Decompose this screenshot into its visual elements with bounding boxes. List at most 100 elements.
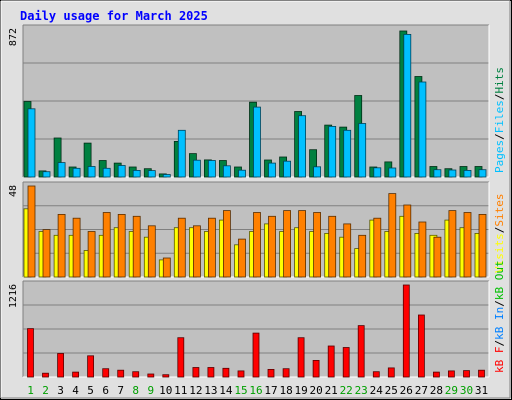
bar-kb-f-day-22 <box>342 347 350 378</box>
bar-kb-f-day-4 <box>72 371 79 378</box>
bar-kb-f-day-14 <box>222 367 230 378</box>
bar-kb-f-day-12 <box>192 367 200 378</box>
bar-sites-day-5 <box>87 231 96 278</box>
bar-kb-f-day-28 <box>432 371 440 378</box>
tick-label-day-10: 10 <box>159 384 172 397</box>
bar-files-day-15 <box>238 169 246 178</box>
bar-files-day-22 <box>343 129 352 178</box>
bar-kb-f-day-8 <box>132 371 140 378</box>
bar-kb-f-day-1 <box>27 328 34 378</box>
legend-kbytes: kB F/kB In/kB Out <box>493 260 506 373</box>
legend-hits: Hits <box>493 67 506 94</box>
legend-files: Files <box>493 100 506 133</box>
bar-hits-day-5 <box>83 142 92 178</box>
legend-sites-visits: Visits/Sites <box>493 194 506 274</box>
bar-files-day-23 <box>358 123 367 178</box>
tick-label-day-13: 13 <box>204 384 217 397</box>
y-max-label: 1216 <box>8 284 19 308</box>
bar-kb-f-day-21 <box>327 345 335 378</box>
tick-label-day-28: 28 <box>430 384 443 397</box>
bar-sites-day-14 <box>222 210 231 278</box>
bar-sites-day-10 <box>162 257 171 278</box>
bar-files-day-12 <box>192 159 201 178</box>
bar-kb-f-day-5 <box>87 355 94 378</box>
tick-label-day-21: 21 <box>325 384 338 397</box>
bar-kb-f-day-18 <box>282 368 290 378</box>
bar-sites-day-20 <box>313 212 322 278</box>
tick-label-day-11: 11 <box>174 384 187 397</box>
bar-kb-f-day-26 <box>402 284 410 378</box>
bar-files-day-3 <box>57 162 66 178</box>
bar-kb-f-day-27 <box>417 314 425 378</box>
bar-files-day-7 <box>117 165 126 178</box>
bar-files-day-20 <box>313 166 322 178</box>
bar-files-day-5 <box>87 166 96 178</box>
bar-files-day-30 <box>463 169 472 178</box>
tick-label-day-4: 4 <box>72 384 79 397</box>
legend-kb-in: kB In <box>493 307 506 340</box>
bar-sites-day-29 <box>448 210 457 278</box>
bar-sites-day-3 <box>57 213 66 278</box>
bar-sites-day-23 <box>358 234 367 278</box>
bar-sites-day-13 <box>207 217 216 278</box>
tick-label-day-16: 16 <box>249 384 262 397</box>
bar-files-day-16 <box>253 106 261 178</box>
tick-label-day-30: 30 <box>460 384 473 397</box>
bar-sites-day-9 <box>147 225 156 278</box>
tick-label-day-3: 3 <box>57 384 64 397</box>
bar-sites-day-17 <box>268 215 276 278</box>
legend-pages: Pages <box>493 140 506 173</box>
bar-kb-f-day-3 <box>57 353 64 378</box>
bar-sites-day-18 <box>283 210 292 278</box>
y-max-label: 48 <box>8 185 19 197</box>
legend-separator: / <box>493 340 506 347</box>
tick-label-day-20: 20 <box>309 384 322 397</box>
tick-label-day-24: 24 <box>370 384 384 397</box>
bar-sites-day-28 <box>433 236 442 278</box>
bar-files-day-27 <box>418 81 427 178</box>
bar-sites-day-4 <box>72 217 81 278</box>
bar-sites-day-16 <box>253 212 261 278</box>
tick-label-day-1: 1 <box>27 384 34 397</box>
bar-sites-day-26 <box>403 204 412 278</box>
tick-label-day-29: 29 <box>445 384 458 397</box>
legend-sites: Sites <box>493 194 506 227</box>
legend-separator: / <box>493 227 506 234</box>
bar-sites-day-31 <box>478 213 487 278</box>
bar-kb-f-day-19 <box>297 337 305 378</box>
bar-kb-f-day-9 <box>147 373 155 378</box>
bar-files-day-24 <box>373 167 382 178</box>
bar-sites-day-2 <box>42 229 51 278</box>
panel-kbytes: 1216 kB F/kB In/kB Out <box>8 260 506 378</box>
bar-kb-f-day-20 <box>312 359 320 378</box>
tick-label-day-15: 15 <box>234 384 247 397</box>
bar-sites-day-6 <box>102 212 111 278</box>
bar-sites-day-30 <box>463 212 472 278</box>
legend-hits-files-pages: Pages/Files/Hits <box>493 67 506 173</box>
bar-files-day-29 <box>448 169 457 178</box>
bar-sites-day-1 <box>27 185 36 278</box>
bar-sites-day-22 <box>343 223 352 278</box>
tick-label-day-5: 5 <box>87 384 94 397</box>
bar-files-day-26 <box>403 34 412 178</box>
bar-files-day-6 <box>102 167 111 178</box>
bar-kb-f-day-24 <box>372 371 380 378</box>
bar-kb-f-day-10 <box>162 374 170 378</box>
legend-separator: / <box>493 94 506 101</box>
tick-label-day-2: 2 <box>42 384 49 397</box>
tick-label-day-18: 18 <box>279 384 292 397</box>
bar-files-day-25 <box>388 167 397 178</box>
bar-kb-f-day-16 <box>252 332 260 378</box>
tick-label-day-8: 8 <box>132 384 139 397</box>
bar-kb-f-day-15 <box>237 370 245 378</box>
bar-files-day-21 <box>328 126 337 178</box>
bar-sites-day-27 <box>418 221 427 278</box>
bar-kb-f-day-13 <box>207 367 215 378</box>
bar-sites-day-15 <box>238 238 246 278</box>
chart-title: Daily usage for March 2025 <box>20 9 208 23</box>
bar-sites-day-12 <box>192 225 201 278</box>
bar-files-day-28 <box>433 169 442 178</box>
bar-files-day-19 <box>298 115 307 178</box>
bar-kb-f-day-6 <box>102 368 110 378</box>
